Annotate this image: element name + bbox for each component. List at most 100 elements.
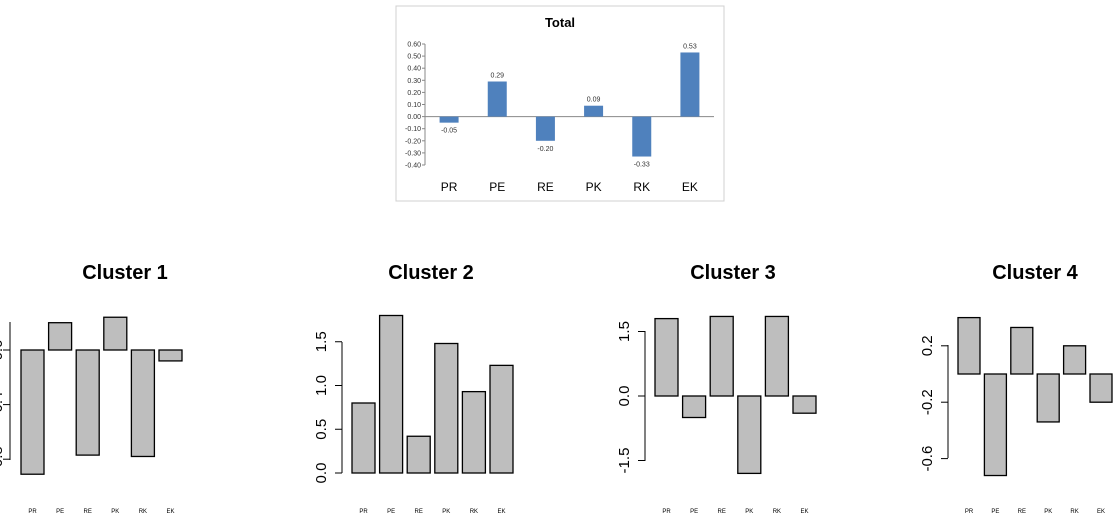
cluster-4-category-label: PE: [991, 509, 999, 515]
cluster-1-bar-rk: [130, 349, 156, 458]
total-ytick-label: 0.20: [407, 90, 421, 97]
cluster-2-ytick-label: 1.0: [313, 375, 330, 396]
cluster-3-category-label: RE: [718, 509, 726, 515]
cluster-4-category-label: RK: [1070, 509, 1078, 515]
total-chart-border: [395, 5, 725, 202]
total-ytick-label: 0.50: [407, 54, 421, 61]
cluster-1-category-label: PE: [56, 509, 64, 515]
total-data-label: -0.05: [441, 128, 457, 135]
cluster-4-ytick-label: -0.2: [919, 389, 936, 415]
cluster-4-bar-pe: [983, 373, 1008, 477]
cluster-1-ytick-label: 0.0: [0, 340, 6, 361]
total-category-label: PK: [586, 180, 602, 194]
cluster-4-bar-ek: [1089, 373, 1113, 403]
cluster-4-category-label: PK: [1044, 509, 1052, 515]
cluster-2-category-label: PR: [359, 509, 368, 515]
total-bar-rk: [632, 116, 652, 157]
cluster-2-chart: Cluster 2 0.0 0.5 1.0 1.5 PR PE RE PK RK EK: [313, 262, 514, 515]
cluster-4-chart: Cluster 4 0.2 -0.2 -0.6 PR PE RE PK RK EK: [919, 262, 1113, 515]
cluster-3-category-label: PE: [690, 509, 698, 515]
total-data-label: -0.33: [634, 162, 650, 169]
cluster-4-category-label: RE: [1018, 509, 1026, 515]
cluster-3-ytick-label: -1.5: [616, 448, 633, 474]
cluster-3-ytick-label: 0.0: [616, 386, 633, 407]
cluster-3-category-label: PK: [745, 509, 753, 515]
total-chart: Total 0.60 0.50 0.40 0.30 0.20 0.10 0.00 -0.10 -0…: [395, 5, 725, 202]
cluster-4-bar-pr: [957, 316, 981, 375]
total-category-label: RE: [537, 180, 554, 194]
total-category-label: EK: [682, 180, 698, 194]
cluster-2-bar-re: [406, 435, 431, 474]
total-ytick-label: 0.40: [407, 66, 421, 73]
cluster-1-ytick-label: -0.4: [0, 392, 6, 418]
total-bar-pe: [487, 81, 507, 117]
cluster-2-category-label: EK: [497, 509, 505, 515]
cluster-2-ytick-label: 1.5: [313, 331, 330, 352]
total-data-label: 0.29: [490, 73, 504, 80]
cluster-2-category-label: PE: [387, 509, 395, 515]
total-category-label: PE: [489, 180, 505, 194]
cluster-3-category-label: EK: [800, 509, 808, 515]
total-bar-pr: [439, 116, 459, 123]
cluster-4-ytick-label: -0.6: [919, 446, 936, 472]
total-category-label: PR: [441, 180, 458, 194]
cluster-3-category-label: PR: [662, 509, 671, 515]
cluster-2-bar-ek: [489, 364, 514, 474]
total-category-label: RK: [633, 180, 650, 194]
cluster-3-bar-pr: [654, 317, 679, 397]
cluster-1-category-label: RE: [84, 509, 92, 515]
total-ytick-label: -0.30: [405, 150, 421, 157]
cluster-4-title: Cluster 4: [992, 262, 1078, 284]
total-bar-ek: [680, 52, 700, 117]
cluster-3-ytick-label: 1.5: [616, 321, 633, 342]
total-data-label: -0.20: [537, 146, 553, 153]
total-ytick-label: -0.10: [405, 126, 421, 133]
cluster-1-category-label: RK: [139, 509, 147, 515]
total-ytick-label: -0.40: [405, 163, 421, 170]
cluster-1-chart: Cluster 1 0.0 -0.4 -0.8 PR PE RE PK RK EK: [0, 262, 183, 515]
cluster-1-ytick-label: -0.8: [0, 446, 6, 472]
cluster-1-category-label: EK: [166, 509, 174, 515]
cluster-3-bar-ek: [792, 395, 817, 414]
cluster-2-bar-pr: [351, 402, 376, 474]
cluster-4-category-label: PR: [965, 509, 974, 515]
cluster-3-title: Cluster 3: [690, 262, 776, 284]
cluster-1-bar-ek: [158, 349, 183, 362]
cluster-1-bar-pe: [47, 322, 73, 351]
cluster-4-category-label: EK: [1097, 509, 1105, 515]
cluster-2-bar-pk: [434, 342, 459, 474]
cluster-2-bar-pe: [378, 314, 404, 474]
total-data-label: 0.53: [683, 43, 697, 50]
total-bar-pk: [584, 105, 604, 117]
cluster-3-bar-pk: [737, 395, 762, 475]
total-ytick-label: 0.30: [407, 78, 421, 85]
cluster-4-ytick-label: 0.2: [919, 335, 936, 356]
cluster-4-bar-re: [1010, 326, 1034, 375]
total-ytick-label: 0.60: [407, 42, 421, 49]
total-ytick-label: 0.10: [407, 102, 421, 109]
cluster-1-title: Cluster 1: [82, 262, 168, 284]
cluster-2-bar-rk: [461, 390, 487, 474]
cluster-1-category-label: PK: [111, 509, 119, 515]
cluster-3-bar-re: [709, 315, 734, 397]
cluster-2-ytick-label: 0.0: [313, 463, 330, 484]
cluster-3-bar-pe: [681, 395, 707, 419]
cluster-2-category-label: RE: [415, 509, 423, 515]
cluster-3-chart: Cluster 3 1.5 0.0 -1.5 PR PE RE PK RK EK: [616, 262, 817, 515]
cluster-3-bar-rk: [764, 315, 790, 397]
cluster-4-bar-rk: [1062, 345, 1087, 375]
cluster-4-bar-pk: [1036, 373, 1060, 423]
total-chart-title: Total: [545, 15, 575, 30]
cluster-2-category-label: PK: [442, 509, 450, 515]
cluster-2-ytick-label: 0.5: [313, 419, 330, 440]
total-data-label: 0.09: [587, 97, 601, 104]
cluster-2-category-label: RK: [470, 509, 478, 515]
cluster-1-bar-re: [75, 349, 100, 456]
cluster-1-category-label: PR: [28, 509, 37, 515]
total-ytick-label: 0.00: [407, 114, 421, 121]
cluster-2-title: Cluster 2: [388, 262, 474, 284]
cluster-1-bar-pr: [20, 349, 45, 475]
total-bar-re: [535, 116, 555, 141]
total-ytick-label: -0.20: [405, 138, 421, 145]
